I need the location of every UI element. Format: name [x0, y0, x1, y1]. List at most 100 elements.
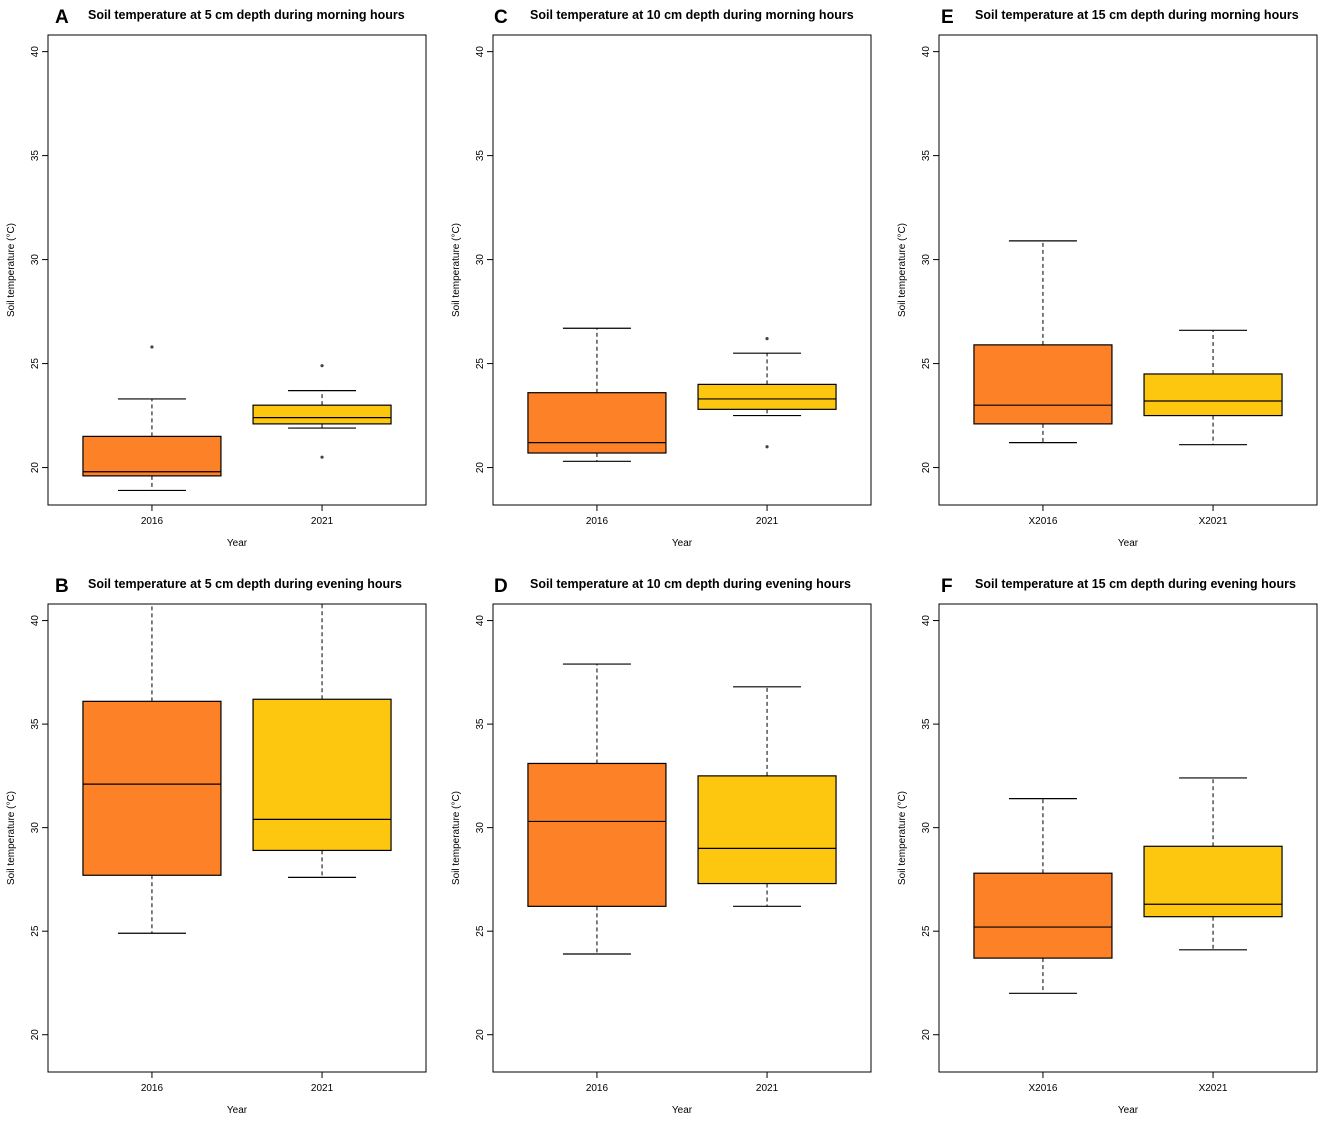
panel-title: Soil temperature at 10 cm depth during m… — [530, 8, 854, 22]
box-iqr — [973, 872, 1113, 959]
panel-f: F Soil temperature at 15 cm depth during … — [897, 576, 1318, 1116]
box-iqr — [82, 700, 222, 876]
y-tick-label: 30 — [30, 254, 41, 266]
y-axis-label: Soil temperature (°C) — [897, 791, 908, 885]
panel-d: D Soil temperature at 10 cm depth during … — [451, 576, 872, 1116]
outlier-point — [320, 455, 324, 459]
x-axis-label: Year — [672, 538, 693, 549]
y-tick-label: 30 — [475, 822, 486, 834]
y-tick-label: 20 — [475, 1029, 486, 1041]
x-tick-label: 2021 — [311, 1083, 334, 1094]
panel-label: B — [55, 576, 69, 597]
box-iqr — [697, 775, 837, 885]
y-tick-label: 35 — [30, 150, 41, 162]
x-tick-label: 2016 — [141, 516, 164, 527]
box-2016 — [527, 327, 667, 462]
plot-frame — [938, 603, 1318, 1073]
y-tick-label: 35 — [30, 718, 41, 730]
y-axis-label: Soil temperature (°C) — [451, 223, 462, 317]
x-tick-label: 2016 — [586, 1083, 609, 1094]
box-iqr — [527, 392, 667, 454]
y-tick-label: 30 — [921, 822, 932, 834]
box-x2016 — [973, 798, 1113, 994]
box-2016 — [527, 663, 667, 955]
x-tick-label: 2021 — [311, 516, 334, 527]
panel-a: A Soil temperature at 5 cm depth during m… — [6, 7, 427, 549]
panel-title: Soil temperature at 15 cm depth during e… — [975, 577, 1296, 591]
y-tick-label: 20 — [30, 1029, 41, 1041]
x-tick-label: X2016 — [1028, 1083, 1057, 1094]
y-tick-label: 20 — [921, 1029, 932, 1041]
y-tick-label: 30 — [30, 822, 41, 834]
x-tick-label: 2016 — [141, 1083, 164, 1094]
y-tick-label: 25 — [475, 925, 486, 937]
panel-label: C — [494, 7, 508, 28]
y-tick-label: 40 — [921, 615, 932, 627]
box-iqr — [252, 698, 392, 852]
y-tick-label: 35 — [921, 718, 932, 730]
panel-label: E — [941, 7, 954, 28]
panel-e: E Soil temperature at 15 cm depth during … — [897, 7, 1318, 549]
panel-label: F — [941, 576, 953, 597]
panel-label: D — [494, 576, 508, 597]
outlier-point — [765, 445, 769, 449]
plot-frame — [47, 603, 427, 1073]
panel-c: C Soil temperature at 10 cm depth during … — [451, 7, 872, 549]
y-tick-label: 30 — [921, 254, 932, 266]
y-tick-label: 40 — [30, 46, 41, 58]
box-2016 — [82, 345, 222, 492]
y-tick-label: 40 — [475, 615, 486, 627]
box-iqr — [527, 762, 667, 907]
box-iqr — [1143, 845, 1283, 918]
panel-title: Soil temperature at 10 cm depth during e… — [530, 577, 851, 591]
y-tick-label: 25 — [921, 925, 932, 937]
box-iqr — [252, 404, 392, 425]
x-axis-label: Year — [672, 1105, 693, 1116]
y-axis-label: Soil temperature (°C) — [6, 223, 17, 317]
box-iqr — [973, 344, 1113, 425]
x-tick-label: X2016 — [1028, 516, 1057, 527]
box-2021 — [697, 337, 837, 449]
x-tick-label: 2021 — [756, 516, 779, 527]
x-tick-label: X2021 — [1199, 1083, 1228, 1094]
outlier-point — [765, 337, 769, 341]
y-tick-label: 20 — [921, 462, 932, 474]
box-2021 — [252, 604, 392, 878]
y-tick-label: 20 — [475, 462, 486, 474]
y-axis-label: Soil temperature (°C) — [6, 791, 17, 885]
box-2021 — [252, 364, 392, 459]
x-axis-label: Year — [227, 1105, 248, 1116]
box-iqr — [697, 383, 837, 410]
x-tick-label: 2021 — [756, 1083, 779, 1094]
y-tick-label: 25 — [921, 358, 932, 370]
x-tick-label: X2021 — [1199, 516, 1228, 527]
plot-frame — [492, 603, 872, 1073]
y-axis-label: Soil temperature (°C) — [897, 223, 908, 317]
box-iqr — [82, 435, 222, 477]
y-tick-label: 25 — [475, 358, 486, 370]
y-axis-label: Soil temperature (°C) — [451, 791, 462, 885]
y-tick-label: 25 — [30, 925, 41, 937]
box-x2021 — [1143, 777, 1283, 951]
panel-b: B Soil temperature at 5 cm depth during e… — [6, 576, 427, 1116]
box-iqr — [1143, 373, 1283, 417]
panel-title: Soil temperature at 15 cm depth during m… — [975, 8, 1299, 22]
x-axis-label: Year — [227, 538, 248, 549]
box-x2021 — [1143, 329, 1283, 446]
outlier-point — [320, 364, 324, 368]
y-tick-label: 40 — [475, 46, 486, 58]
y-tick-label: 30 — [475, 254, 486, 266]
y-tick-label: 35 — [475, 150, 486, 162]
box-2021 — [697, 686, 837, 907]
outlier-point — [150, 345, 154, 349]
y-tick-label: 25 — [30, 358, 41, 370]
box-2016 — [82, 604, 222, 934]
panel-label: A — [55, 7, 69, 28]
y-tick-label: 40 — [921, 46, 932, 58]
y-tick-label: 20 — [30, 462, 41, 474]
plot-frame — [938, 34, 1318, 506]
panel-title: Soil temperature at 5 cm depth during mo… — [88, 8, 405, 22]
panel-title: Soil temperature at 5 cm depth during ev… — [88, 577, 402, 591]
x-axis-label: Year — [1118, 538, 1139, 549]
